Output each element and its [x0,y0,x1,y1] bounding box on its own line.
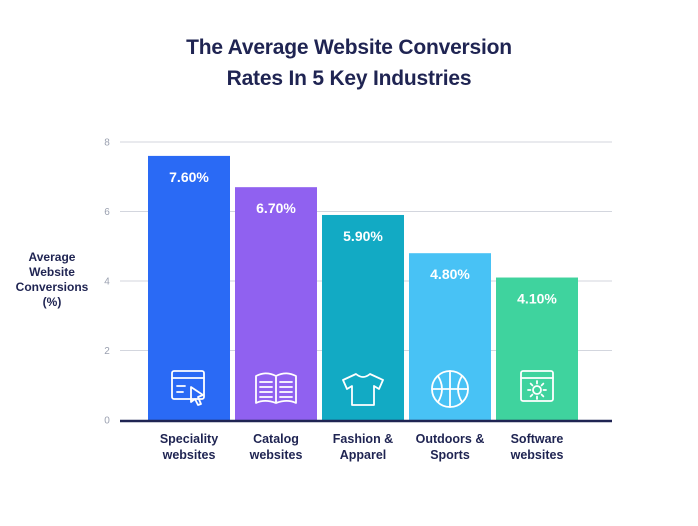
category-label: Apparel [340,448,387,462]
browser-gear-icon [520,370,554,402]
open-book-icon [255,372,297,404]
bar [322,214,404,420]
tshirt-icon [342,373,384,406]
category-label: Sports [430,448,470,462]
y-axis-label-line: Website [29,265,75,279]
category-label: Software [511,432,564,446]
y-tick-label: 2 [104,346,110,357]
y-tick-label: 8 [104,138,110,149]
chart-title-line-1: The Average Website Conversion [186,36,512,59]
basketball-icon [431,370,469,408]
chart-title: The Average Website Conversion Rates In … [0,32,698,94]
category-label: websites [510,448,564,462]
y-tick-label: 4 [104,277,110,288]
category-label: Catalog [253,432,299,446]
bar [148,155,230,420]
bar-value-label: 4.10% [517,291,557,307]
bar-value-label: 7.60% [169,169,209,185]
y-axis-label-line: (%) [42,295,62,309]
category-label: websites [162,448,216,462]
category-label: Outdoors & [416,432,485,446]
category-label: Speciality [160,432,218,446]
bar-value-label: 5.90% [343,228,383,244]
y-axis-label-line: Average [28,250,76,264]
category-label: websites [249,448,303,462]
bar-value-label: 4.80% [430,266,470,282]
y-tick-label: 6 [104,207,110,218]
category-label: Fashion & [333,432,393,446]
bar-value-label: 6.70% [256,200,296,216]
browser-cursor-icon [171,370,205,406]
chart-title-line-2: Rates In 5 Key Industries [226,67,472,90]
y-tick-label: 0 [104,416,110,427]
y-axis-label-line: Conversions [15,280,89,294]
y-axis-label: Average Website Conversions (%) [12,250,92,310]
